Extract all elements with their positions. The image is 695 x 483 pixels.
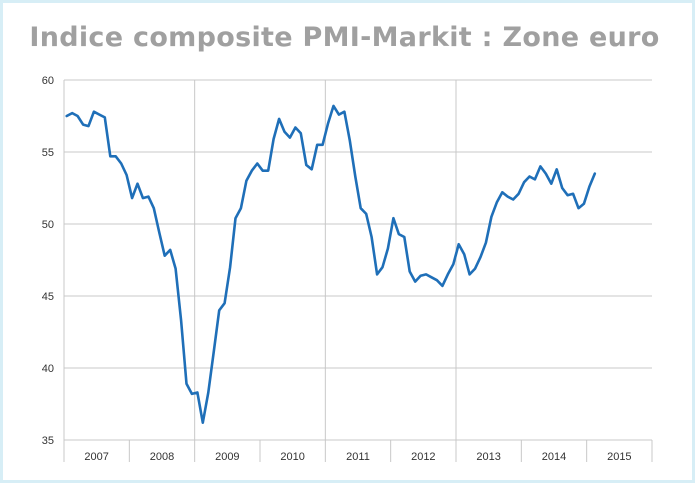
x-tick-label-2010: 2010	[280, 451, 304, 463]
series	[65, 104, 597, 425]
x-tick-label-2007: 2007	[84, 451, 108, 463]
x-tick-label-2011: 2011	[346, 451, 370, 463]
line-chart: 35 40 45 50 55 60 2007 2008 2009 2010 2011 2012 201…	[42, 75, 653, 463]
x-tick-label-2008: 2008	[150, 451, 174, 463]
y-axis: 35 40 45 50 55 60	[42, 75, 54, 447]
y-tick-label-45: 45	[42, 291, 54, 303]
chart-title: Indice composite PMI-Markit : Zone euro	[29, 22, 660, 53]
series-line-0	[65, 104, 597, 425]
y-tick-label-40: 40	[42, 363, 54, 375]
x-tick-label-2015: 2015	[607, 451, 631, 463]
y-tick-label-35: 35	[42, 435, 54, 447]
y-tick-label-50: 50	[42, 219, 54, 231]
x-tick-label-2013: 2013	[476, 451, 500, 463]
x-axis: 2007 2008 2009 2010 2011 2012 2013 2014 2015	[84, 440, 653, 463]
x-tick-label-2012: 2012	[411, 451, 435, 463]
grid	[63, 79, 652, 462]
x-tick-label-2009: 2009	[215, 451, 239, 463]
y-tick-label-55: 55	[42, 147, 54, 159]
y-tick-label-60: 60	[42, 75, 54, 87]
x-tick-label-2014: 2014	[542, 451, 566, 463]
